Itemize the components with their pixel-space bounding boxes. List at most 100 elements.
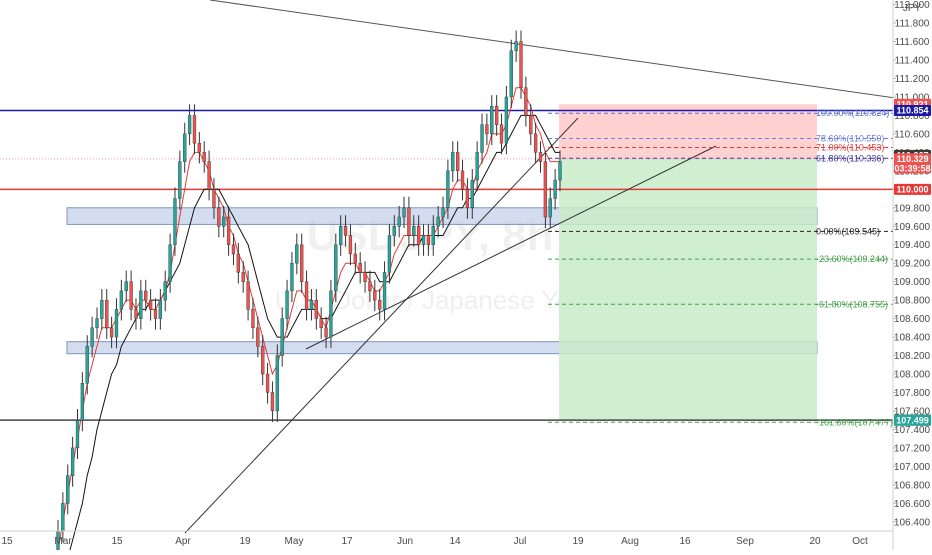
- candle[interactable]: [431, 215, 435, 256]
- candle[interactable]: [480, 113, 484, 164]
- candle[interactable]: [139, 279, 143, 330]
- candle[interactable]: [529, 104, 533, 145]
- candle[interactable]: [300, 233, 304, 293]
- candle[interactable]: [363, 261, 367, 293]
- candle[interactable]: [358, 252, 362, 284]
- fib-level[interactable]: -161.80%(107.477): [548, 417, 893, 427]
- candle[interactable]: [470, 168, 474, 219]
- candle[interactable]: [275, 344, 279, 423]
- candle[interactable]: [456, 141, 460, 182]
- candle[interactable]: [241, 261, 245, 293]
- candle[interactable]: [290, 252, 294, 302]
- candle[interactable]: [329, 279, 333, 349]
- fib-level[interactable]: 100.00%(110.824): [548, 108, 893, 118]
- candle[interactable]: [119, 279, 124, 321]
- candle[interactable]: [538, 141, 543, 173]
- candle[interactable]: [158, 289, 162, 330]
- candle[interactable]: [270, 381, 275, 423]
- candle[interactable]: [339, 215, 343, 256]
- candle[interactable]: [514, 30, 518, 62]
- candle[interactable]: [499, 113, 504, 155]
- candle[interactable]: [494, 95, 499, 136]
- candle[interactable]: [382, 261, 387, 321]
- candle[interactable]: [144, 279, 148, 312]
- candle[interactable]: [217, 196, 221, 238]
- candle[interactable]: [553, 168, 557, 210]
- candle[interactable]: [402, 196, 406, 229]
- candle[interactable]: [212, 178, 216, 219]
- candle[interactable]: [387, 224, 392, 284]
- candle[interactable]: [183, 122, 187, 173]
- fib-level[interactable]: -61.80%(108.755): [548, 299, 893, 309]
- candle[interactable]: [197, 132, 201, 164]
- candle[interactable]: [343, 215, 348, 247]
- candle[interactable]: [192, 104, 197, 155]
- candle[interactable]: [475, 141, 479, 192]
- candle[interactable]: [309, 289, 314, 321]
- candle[interactable]: [148, 289, 153, 321]
- candle[interactable]: [124, 270, 128, 302]
- candle[interactable]: [70, 436, 75, 487]
- candle[interactable]: [95, 307, 99, 339]
- candle[interactable]: [426, 224, 431, 256]
- candle[interactable]: [85, 335, 89, 395]
- candle[interactable]: [460, 159, 465, 201]
- candle[interactable]: [558, 150, 562, 192]
- candle[interactable]: [168, 233, 172, 293]
- candle[interactable]: [446, 159, 450, 219]
- candle[interactable]: [324, 316, 328, 349]
- candle[interactable]: [231, 233, 236, 266]
- candle[interactable]: [373, 279, 377, 312]
- candle[interactable]: [407, 196, 411, 247]
- trendline-rising-long[interactable]: [184, 117, 579, 534]
- candle[interactable]: [504, 85, 509, 155]
- trendline-upper[interactable]: [209, 0, 896, 99]
- candle[interactable]: [66, 464, 70, 515]
- candle[interactable]: [397, 205, 401, 238]
- candle[interactable]: [251, 298, 255, 339]
- candle[interactable]: [178, 150, 182, 210]
- candle[interactable]: [509, 39, 513, 109]
- candle[interactable]: [490, 95, 494, 145]
- position-target-zone[interactable]: [559, 158, 817, 421]
- candle[interactable]: [519, 30, 523, 99]
- candle[interactable]: [295, 233, 299, 275]
- position-stop-zone[interactable]: [559, 104, 817, 159]
- candle[interactable]: [417, 215, 421, 256]
- candle[interactable]: [285, 279, 289, 330]
- candle[interactable]: [187, 104, 192, 145]
- candle[interactable]: [134, 298, 138, 330]
- candle[interactable]: [421, 224, 426, 256]
- candle[interactable]: [236, 242, 240, 284]
- candle[interactable]: [485, 113, 489, 145]
- candle[interactable]: [543, 150, 548, 229]
- candle[interactable]: [412, 215, 416, 247]
- candle[interactable]: [105, 289, 109, 339]
- candle[interactable]: [163, 270, 167, 312]
- candle[interactable]: [465, 178, 470, 219]
- candle[interactable]: [207, 150, 211, 201]
- candle[interactable]: [129, 270, 133, 321]
- candle[interactable]: [109, 316, 114, 349]
- fib-level[interactable]: 61.80%(110.336): [548, 153, 893, 163]
- candle[interactable]: [378, 289, 382, 321]
- candle[interactable]: [304, 270, 309, 321]
- candle[interactable]: [75, 409, 80, 459]
- candle[interactable]: [153, 298, 158, 330]
- candle[interactable]: [436, 205, 440, 238]
- fib-level[interactable]: 71.00%(110.453): [548, 142, 893, 152]
- candle[interactable]: [280, 307, 284, 367]
- candle[interactable]: [226, 205, 231, 256]
- candle[interactable]: [265, 362, 270, 404]
- candle[interactable]: [90, 316, 94, 358]
- fib-level[interactable]: 78.60%(110.550): [548, 134, 893, 144]
- fib-level[interactable]: 0.00%(109.545): [548, 226, 893, 236]
- candle[interactable]: [348, 224, 353, 266]
- fib-level[interactable]: -23.60%(109.244): [548, 254, 893, 264]
- candle[interactable]: [392, 215, 396, 247]
- candle[interactable]: [80, 372, 85, 432]
- candle[interactable]: [202, 141, 206, 173]
- candle[interactable]: [334, 233, 338, 302]
